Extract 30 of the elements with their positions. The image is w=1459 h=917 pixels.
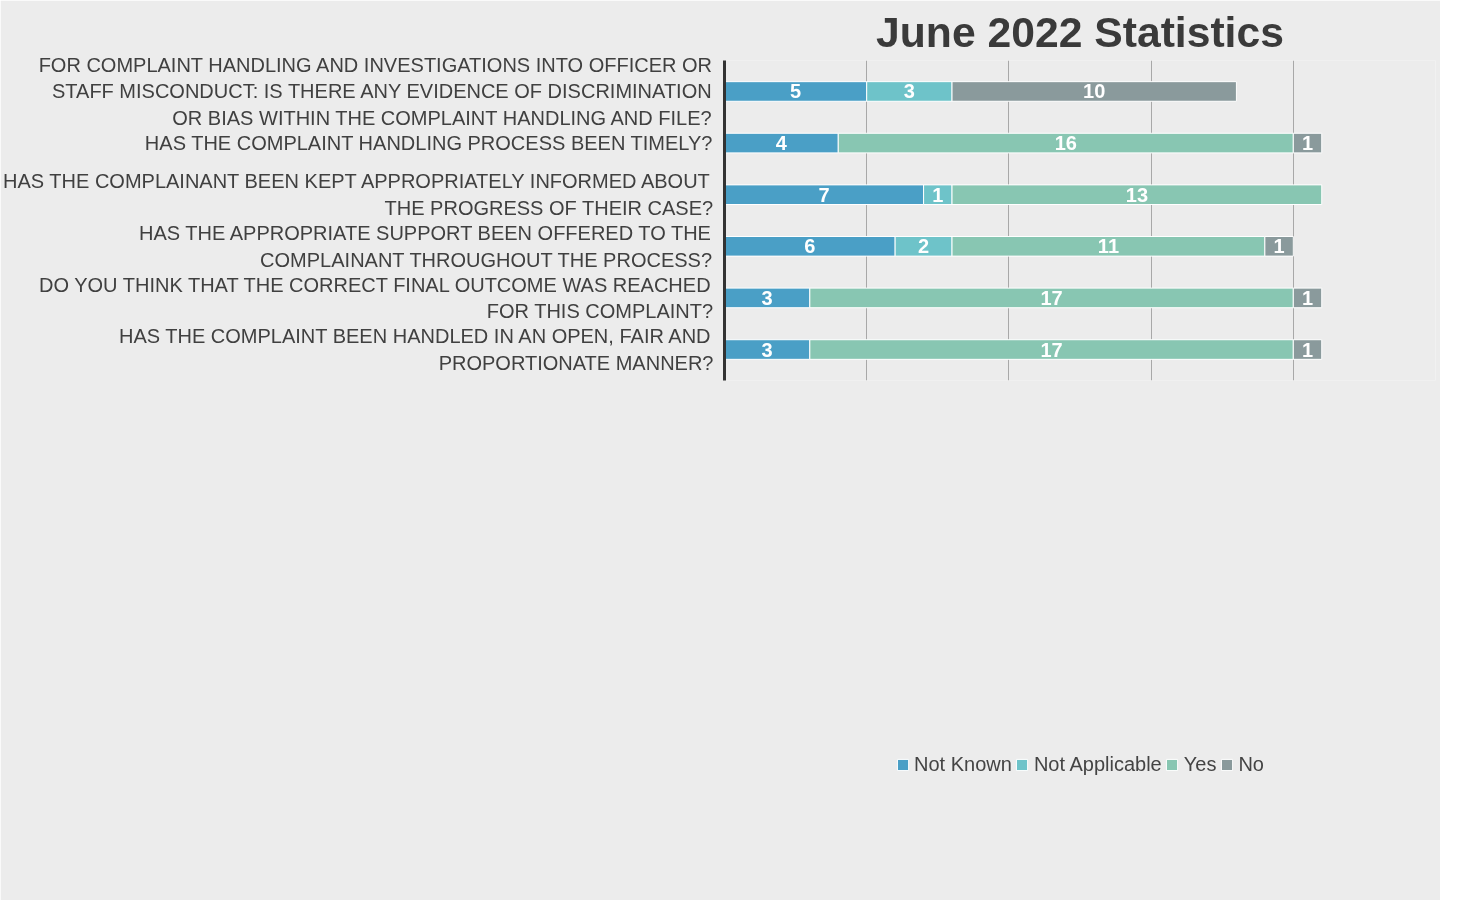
data-label: 6 (804, 235, 816, 258)
chart-title: June 2022 Statistics (876, 7, 1284, 56)
data-label: 3 (761, 286, 773, 309)
y-tick-label: FOR COMPLAINT HANDLING AND INVESTIGATIONS INTO OFFICER OR STAFF MISCONDUCT: IS THERE ANY EVIDENCE OF DISCRIMINATION OR BIAS WITHIN THE COMPLAINT HANDLING AND FILE? (38, 54, 713, 129)
y-tick-label: HAS THE APPROPRIATE SUPPORT BEEN OFFERED TO THE COMPLAINANT THROUGHOUT THE PROCESS? (138, 222, 713, 271)
data-label: 5 (790, 80, 802, 103)
data-label: 17 (1040, 338, 1063, 361)
legend-label: Not Applicable (1033, 752, 1162, 776)
data-label: 2 (918, 235, 930, 258)
data-label: 1 (932, 183, 944, 206)
data-label: 1 (1301, 286, 1314, 309)
y-tick-label: DO YOU THINK THAT THE CORRECT FINAL OUTCOME WAS REACHED FOR THIS COMPLAINT? (39, 273, 714, 323)
data-label: 16 (1054, 132, 1077, 155)
y-tick-label: HAS THE COMPLAINT BEEN HANDLED IN AN OPEN, FAIR AND PROPORTIONATE MANNER? (118, 325, 714, 374)
y-tick-label: HAS THE COMPLAINANT BEEN KEPT APPROPRIATELY INFORMED ABOUT THE PROGRESS OF THEIR CASE? (3, 170, 714, 219)
data-label: 3 (761, 338, 773, 361)
data-label: 7 (818, 183, 830, 206)
data-label: 13 (1125, 183, 1149, 206)
data-label: 17 (1040, 286, 1063, 309)
data-label: 11 (1097, 235, 1120, 258)
data-label: 10 (1083, 80, 1106, 103)
data-label: 1 (1273, 235, 1285, 258)
y-tick-label: HAS THE COMPLAINT HANDLING PROCESS BEEN TIMELY? (144, 132, 713, 155)
data-label: 1 (1301, 338, 1314, 361)
legend-label: No (1238, 752, 1264, 776)
data-label: 3 (903, 80, 915, 103)
data-label: 4 (775, 132, 788, 155)
legend-label: Yes (1183, 752, 1217, 776)
legend-label: Not Known (914, 752, 1012, 776)
data-label: 1 (1301, 132, 1314, 155)
